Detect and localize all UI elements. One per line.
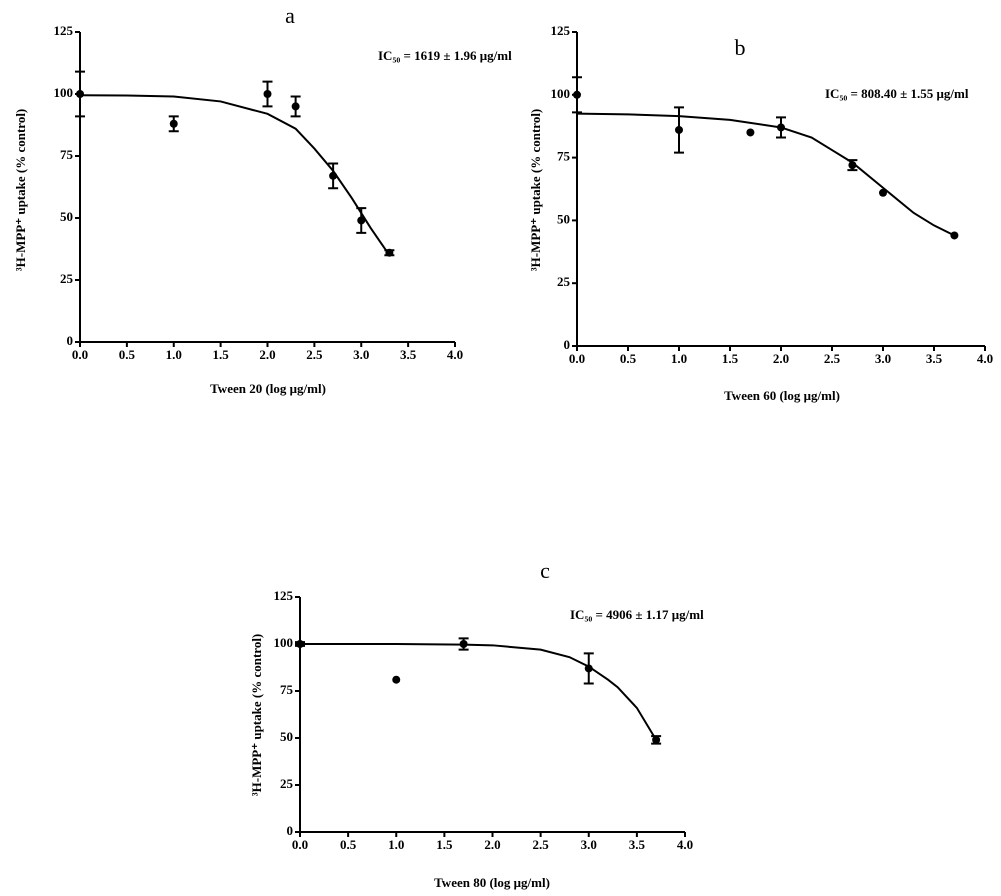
data-point [675,125,683,134]
panel-label: b [735,35,746,60]
x-tick-label: 3.5 [629,837,646,852]
x-tick-label: 2.0 [484,837,500,852]
data-point [296,640,304,648]
data-point [459,640,468,648]
y-tick-label: 125 [54,23,74,38]
y-tick-label: 100 [274,635,294,650]
x-tick-label: 0.0 [569,351,585,366]
x-axis-label: Tween 80 (log μg/ml) [434,875,550,890]
y-tick-label: 25 [280,776,294,791]
fit-curve [300,643,657,741]
y-tick-label: 125 [274,588,294,603]
x-tick-label: 1.5 [436,837,453,852]
x-tick-label: 0.0 [292,837,308,852]
x-axis-label: Tween 20 (log μg/ml) [210,381,326,396]
data-point [848,161,857,170]
panel-label: c [540,558,550,583]
panel-label: a [285,3,295,28]
data-point [584,664,593,673]
ic50-annotation: IC₅₀ = 1619 ± 1.96 μg/ml [378,48,512,63]
data-point [652,735,661,744]
x-tick-label: 1.0 [388,837,404,852]
data-point [169,119,178,128]
x-tick-label: 1.5 [722,351,739,366]
y-tick-label: 100 [54,85,74,100]
x-tick-label: 2.5 [533,837,550,852]
x-tick-label: 4.0 [447,347,463,362]
y-tick-label: 0 [67,333,74,348]
data-point [385,248,394,257]
x-tick-label: 2.5 [824,351,841,366]
x-tick-label: 1.5 [213,347,230,362]
x-tick-label: 3.0 [581,837,597,852]
data-point [357,216,366,225]
data-point [879,188,887,197]
y-tick-label: 25 [557,274,571,289]
y-tick-label: 50 [557,211,570,226]
chart-panel: 0.0 0.5 1.0 1.5 2.0 2.5 3.0 3.5 4.0 0 25 50 75 100 125… [13,3,512,396]
ic50-annotation: IC₅₀ = 808.40 ± 1.55 μg/ml [825,86,969,101]
x-tick-label: 3.0 [875,351,891,366]
y-axis-label: ³H-MPP⁺ uptake (% control) [13,109,28,272]
data-point [76,90,84,98]
x-tick-label: 3.0 [353,347,369,362]
x-tick-label: 1.0 [166,347,182,362]
x-tick-label: 0.5 [340,837,357,852]
data-point [392,675,401,684]
y-tick-label: 25 [60,271,74,286]
data-point [573,90,581,99]
x-tick-label: 3.5 [926,351,943,366]
x-axis-label: Tween 60 (log μg/ml) [724,388,840,403]
x-tick-label: 0.5 [119,347,136,362]
data-point [263,90,272,98]
y-tick-label: 125 [551,23,571,38]
y-tick-label: 75 [557,149,571,164]
y-axis-label: ³H-MPP⁺ uptake (% control) [249,634,264,797]
y-tick-label: 0 [287,823,294,838]
data-point [291,102,300,111]
y-tick-label: 75 [60,147,74,162]
chart-panel: 0.0 0.5 1.0 1.5 2.0 2.5 3.0 3.5 4.0 0 25 50 75 100 125… [249,558,704,890]
x-tick-label: 0.0 [72,347,88,362]
x-tick-label: 2.0 [259,347,275,362]
y-axis-label: ³H-MPP⁺ uptake (% control) [528,109,543,272]
ic50-annotation: IC₅₀ = 4906 ± 1.17 μg/ml [570,607,704,622]
chart-panel: 0.0 0.5 1.0 1.5 2.0 2.5 3.0 3.5 4.0 0 25 50 75 100 125… [528,23,993,403]
data-point [950,231,959,240]
x-tick-label: 2.5 [306,347,323,362]
x-tick-label: 0.5 [620,351,637,366]
x-tick-label: 4.0 [977,351,993,366]
x-tick-label: 3.5 [400,347,417,362]
y-tick-label: 100 [551,86,571,101]
data-point [746,128,755,137]
x-tick-label: 4.0 [677,837,693,852]
y-tick-label: 0 [564,337,571,352]
y-tick-label: 50 [60,209,73,224]
x-tick-label: 2.0 [773,351,789,366]
data-point [777,123,785,132]
fit-curve [576,112,955,237]
data-point [329,171,338,180]
fit-curve [79,94,391,256]
x-tick-label: 1.0 [671,351,687,366]
y-tick-label: 50 [280,729,293,744]
y-tick-label: 75 [280,682,294,697]
